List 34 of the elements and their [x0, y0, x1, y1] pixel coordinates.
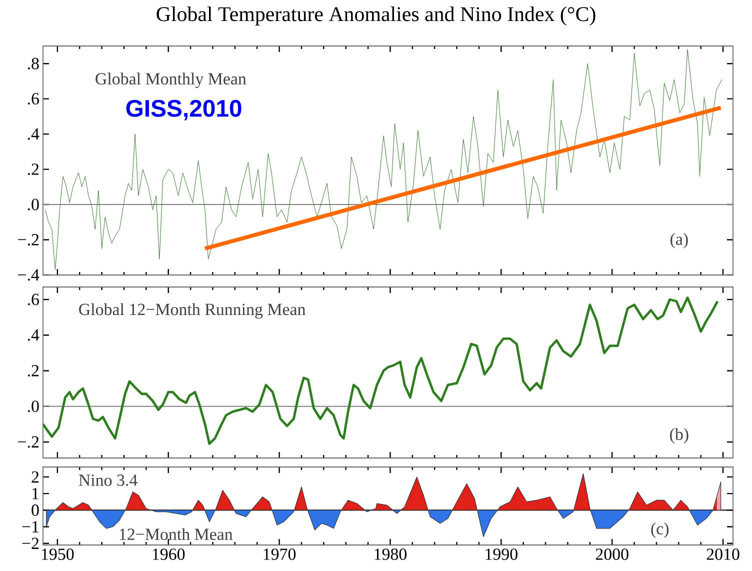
y-tick-label: 2	[32, 471, 39, 483]
x-tick-label: 1970	[264, 548, 296, 560]
y-tick-label: −.4	[18, 269, 40, 281]
y-tick-label: −1	[22, 521, 38, 532]
y-tick-label: .2	[28, 164, 39, 176]
x-tick-label: 1990	[486, 548, 518, 560]
x-tick-label: 1950	[42, 548, 74, 560]
annotation: Nino 3.4	[78, 474, 138, 486]
x-tick-label: 1960	[152, 548, 185, 560]
annotation: GISS,2010	[126, 100, 242, 120]
y-tick-label: .0	[28, 198, 39, 210]
y-tick-label: .6	[28, 294, 39, 306]
y-tick-label: 1	[32, 488, 38, 500]
y-tick-label: .0	[28, 400, 39, 412]
annotation: (b)	[670, 428, 688, 444]
annotation: 12−Month Mean	[120, 528, 233, 540]
y-tick-label: .2	[28, 364, 39, 376]
annotation: (c)	[651, 522, 669, 538]
annotation: (a)	[670, 232, 688, 248]
x-tick-label: 1980	[374, 548, 407, 560]
x-tick-label: 2010	[706, 548, 740, 560]
y-tick-label: .4	[28, 329, 40, 341]
chart-title: Global Temperature Anomalies and Nino Index (°C)	[156, 6, 596, 26]
y-tick-label: 0	[32, 504, 39, 516]
y-tick-label: −.2	[18, 234, 39, 246]
y-tick-label: .6	[28, 93, 39, 105]
line-series	[44, 49, 722, 270]
annotation: Global Monthly Mean	[96, 72, 246, 88]
y-tick-label: .4	[28, 128, 40, 140]
x-tick-label: 2000	[596, 548, 628, 560]
y-tick-label: −2	[22, 538, 39, 549]
annotation: Global 12−Month Running Mean	[79, 303, 306, 319]
y-tick-label: .8	[28, 58, 39, 70]
y-tick-label: −.2	[18, 436, 39, 448]
